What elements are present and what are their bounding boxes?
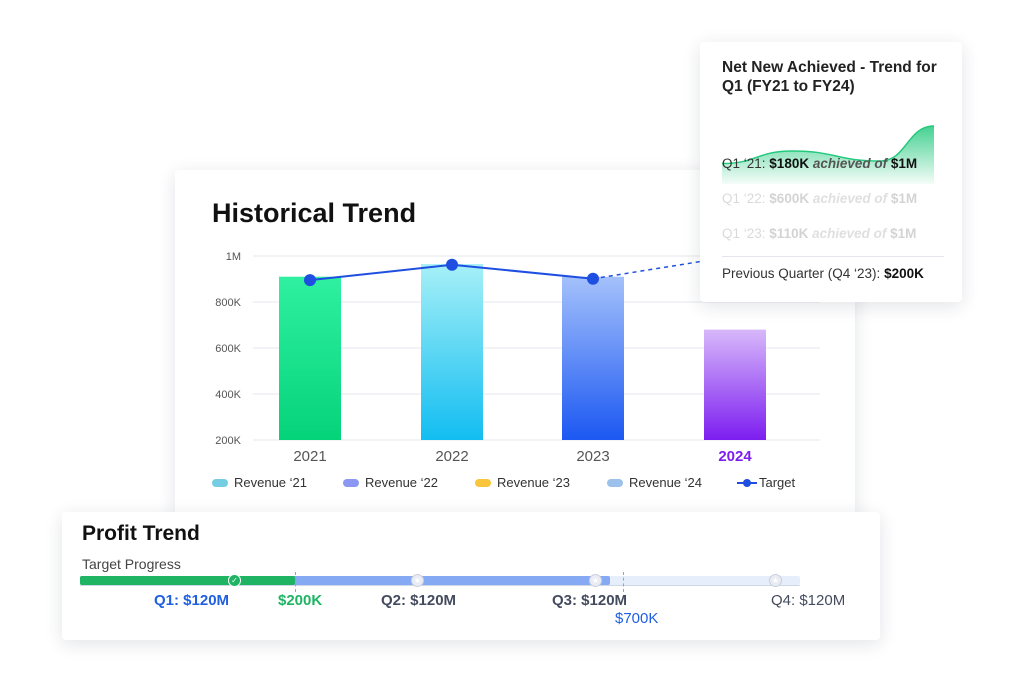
chart-title: Historical Trend <box>212 198 417 228</box>
previous-quarter-label: Previous Quarter (Q4 ‘23): <box>722 266 881 281</box>
legend-label: Revenue ‘22 <box>365 475 438 490</box>
target-point[interactable] <box>446 258 458 271</box>
progress-baseline <box>80 585 800 586</box>
net-new-achieved-card: Net New Achieved - Trend for Q1 (FY21 to… <box>700 42 962 302</box>
legend-label: Revenue ‘21 <box>234 475 307 490</box>
y-tick-label: 1M <box>226 251 241 263</box>
row-period: Q1 ‘21: <box>722 156 766 171</box>
achieved-tick <box>295 572 296 592</box>
row-target: $1M <box>890 226 917 241</box>
check-icon[interactable]: ✓ <box>228 574 241 587</box>
profit-title: Profit Trend <box>82 522 200 545</box>
legend-swatch <box>475 478 491 487</box>
milestone-q2-label: Q2: $120M <box>381 592 457 609</box>
legend-label: Target <box>759 475 796 490</box>
bar-2022[interactable] <box>421 264 483 440</box>
previous-quarter-value: $200K <box>884 266 924 281</box>
milestone-q3-label: Q3: $120M <box>552 592 628 609</box>
target-point[interactable] <box>304 274 316 287</box>
y-tick-label: 600K <box>215 343 241 355</box>
previous-quarter-row: Previous Quarter (Q4 ‘23): $200K <box>722 266 924 281</box>
legend-swatch <box>212 478 228 487</box>
net-new-row-q1-23: Q1 ‘23: $110K achieved of $1M <box>722 226 916 241</box>
x-tick-label: 2022 <box>435 448 468 465</box>
legend-label: Revenue ‘23 <box>497 475 570 490</box>
net-new-row-q1-21: Q1 ‘21: $180K achieved of $1M <box>722 156 917 171</box>
historical-trend-chart: 200K 400K 600K 800K 1M 2021 2022 2023 2024 <box>215 251 820 465</box>
legend-item-revenue-22[interactable]: Revenue ‘22 <box>343 475 438 490</box>
row-target: $1M <box>890 191 918 206</box>
target-progress-label: Target Progress <box>82 556 181 572</box>
progress-achieved-fill <box>80 576 295 585</box>
row-amount: $600K <box>769 191 810 206</box>
row-amount: $110K <box>769 226 809 241</box>
legend-swatch <box>343 478 359 487</box>
projected-amount-label: $700K <box>615 610 659 627</box>
bar-2021[interactable] <box>279 276 341 440</box>
y-tick-label: 400K <box>215 389 241 401</box>
y-tick-label: 200K <box>215 435 241 447</box>
net-new-row-q1-22: Q1 ‘22: $600K achieved of $1M <box>722 191 917 206</box>
legend-label: Revenue ‘24 <box>629 475 702 490</box>
progress-projected-fill <box>80 576 610 585</box>
bar-2023[interactable] <box>562 276 624 440</box>
x-tick-label: 2024 <box>718 448 752 465</box>
row-amount: $180K <box>769 156 810 171</box>
y-tick-label: 800K <box>215 297 241 309</box>
profit-trend-card: Profit Trend Target Progress ✓ ★ ★ ★ Q1:… <box>62 512 880 640</box>
legend-line-marker <box>737 478 757 487</box>
row-period: Q1 ‘22: <box>722 191 766 206</box>
bar-2024[interactable] <box>704 329 766 440</box>
row-mid: achieved of <box>812 226 887 241</box>
row-mid: achieved of <box>812 191 888 206</box>
star-icon[interactable]: ★ <box>769 574 782 587</box>
achieved-amount-label: $200K <box>278 592 323 609</box>
net-new-sparkline <box>722 125 934 184</box>
row-target: $1M <box>890 156 918 171</box>
milestone-q1-label: Q1: $120M <box>154 592 230 609</box>
legend-item-revenue-21[interactable]: Revenue ‘21 <box>212 475 307 490</box>
legend-item-target[interactable]: Target <box>737 475 795 490</box>
x-tick-label: 2023 <box>576 448 609 465</box>
row-mid: achieved of <box>812 156 888 171</box>
star-icon[interactable]: ★ <box>411 574 424 587</box>
legend-swatch <box>607 478 623 487</box>
legend-item-revenue-24[interactable]: Revenue ‘24 <box>607 475 702 490</box>
net-new-title: Net New Achieved - Trend for Q1 (FY21 to… <box>722 59 937 95</box>
star-icon[interactable]: ★ <box>589 574 602 587</box>
row-period: Q1 ‘23: <box>722 226 766 241</box>
chart-legend: Revenue ‘21 Revenue ‘22 Revenue ‘23 Reve… <box>212 475 832 495</box>
sparkline-line <box>722 125 934 165</box>
milestone-q4-label: Q4: $120M <box>771 592 846 609</box>
x-tick-label: 2021 <box>293 448 326 465</box>
divider <box>722 256 944 257</box>
projected-tick <box>623 572 624 592</box>
legend-item-revenue-23[interactable]: Revenue ‘23 <box>475 475 570 490</box>
target-point[interactable] <box>587 272 599 285</box>
